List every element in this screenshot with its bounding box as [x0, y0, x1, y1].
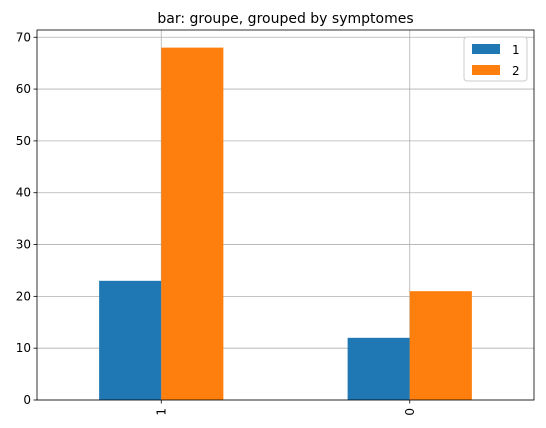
y-tick-label: 40: [16, 186, 31, 200]
y-tick-label: 20: [16, 289, 31, 303]
plot-frame: [36, 29, 535, 401]
bar-series-1-0: [347, 337, 410, 400]
y-tick-label: 10: [16, 341, 31, 355]
y-tick-label: 50: [16, 134, 31, 148]
bar-series-2-0: [409, 291, 472, 400]
legend: 12: [463, 36, 528, 82]
y-axis: 0 10 20 30 40 50 60 70: [16, 30, 37, 407]
legend-swatch: [472, 65, 500, 75]
bar-series-1-1: [99, 280, 162, 400]
legend-swatch: [472, 44, 500, 54]
x-tick-label: 1: [154, 408, 168, 416]
legend-label: 2: [512, 64, 520, 78]
bar-series-2-1: [161, 47, 224, 400]
chart-title: bar: groupe, grouped by symptomes: [157, 11, 413, 27]
y-tick-label: 0: [23, 393, 31, 407]
y-tick-label: 30: [16, 238, 31, 252]
bars: [99, 47, 472, 400]
y-tick-label: 60: [16, 82, 31, 96]
x-tick-label: 0: [403, 408, 417, 416]
y-tick-label: 70: [16, 30, 31, 44]
legend-label: 1: [512, 43, 520, 57]
